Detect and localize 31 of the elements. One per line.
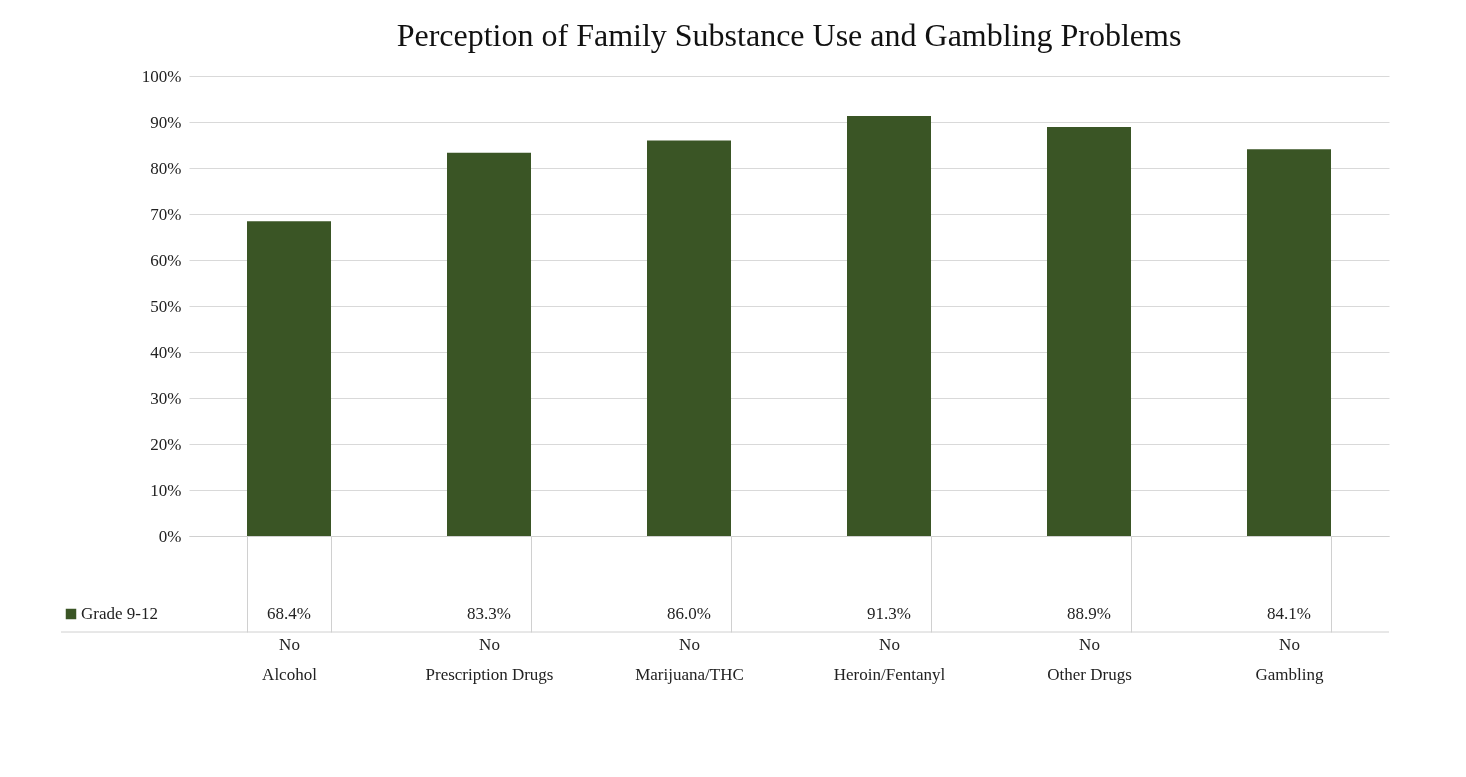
data-label: 86.0%: [667, 604, 711, 623]
bar: [247, 221, 331, 536]
y-tick-label: 80%: [150, 158, 182, 178]
legend-label: Grade 9-12: [81, 604, 158, 623]
x-tick-label: No Gambling: [1255, 634, 1324, 684]
data-label: 83.3%: [467, 604, 511, 623]
x-tick-label: No Heroin/Fentanyl: [833, 634, 946, 684]
y-tick-label: 0%: [158, 526, 182, 546]
y-tick-label: 70%: [150, 204, 182, 224]
y-tick-label: 10%: [150, 480, 182, 500]
data-label: 88.9%: [1067, 604, 1111, 623]
y-tick-label: 60%: [150, 250, 182, 270]
x-tick-label: No Other Drugs: [1047, 634, 1132, 684]
y-tick-label: 50%: [150, 296, 182, 316]
y-tick-label: 40%: [150, 342, 182, 362]
data-label: 91.3%: [867, 604, 911, 623]
y-tick-label: 20%: [150, 434, 182, 454]
y-tick-label: 90%: [150, 112, 182, 132]
bar: [1047, 127, 1131, 536]
bar: [847, 116, 931, 536]
x-tick-label: No Prescription Drugs: [425, 634, 554, 684]
y-tick-label: 100%: [141, 66, 182, 86]
x-tick-label: No Alcohol: [262, 634, 318, 684]
y-tick-label: 30%: [150, 388, 182, 408]
data-label: 68.4%: [267, 604, 311, 623]
bar: [647, 140, 731, 536]
chart-title: Perception of Family Substance Use and Gambling Problems: [396, 17, 1182, 53]
x-tick-label: No Marijuana/THC: [635, 634, 744, 684]
bar: [447, 152, 531, 536]
bar: [1247, 149, 1331, 536]
data-label: 84.1%: [1267, 604, 1311, 623]
